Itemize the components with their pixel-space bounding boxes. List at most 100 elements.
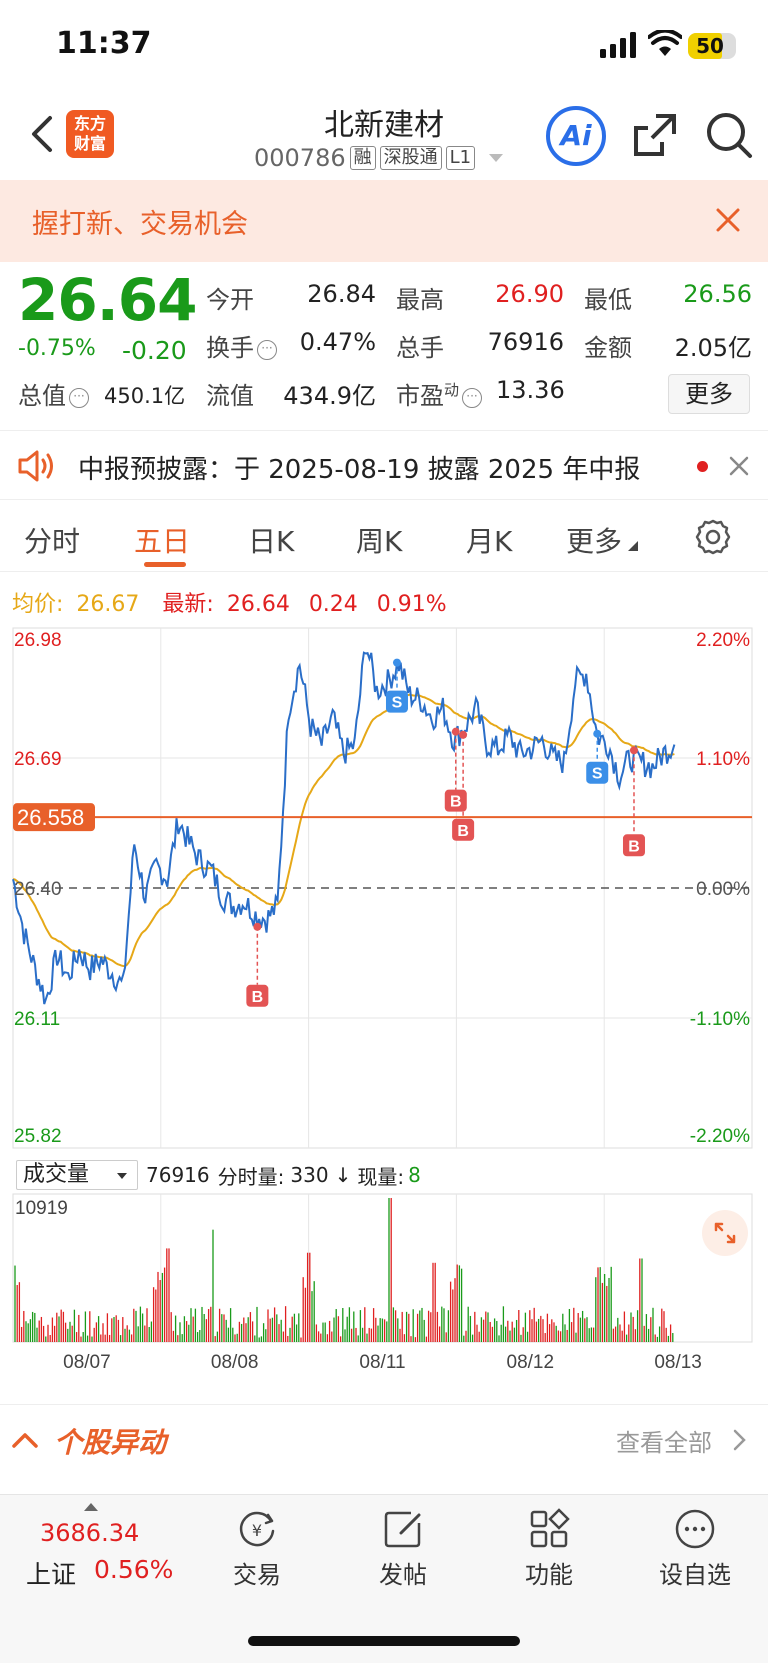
volume-value: 76916 [487,328,564,356]
trade-marker-badge [452,818,475,841]
back-button[interactable] [22,112,62,156]
last-price: 26.64 [18,266,197,334]
more-button[interactable]: 更多 [668,374,750,414]
wifi-icon [648,30,682,56]
share-icon[interactable] [632,112,678,158]
current-volume-value: 8 [408,1163,421,1187]
search-icon[interactable] [704,110,754,160]
trade-marker-badge [444,789,467,812]
tab-monthly-k[interactable]: 月K [466,525,513,558]
trade-marker-label: B [450,794,462,811]
avg-price-line [12,693,675,968]
function-icon [530,1508,570,1548]
volume-header: 成交量 76916 分时量: 330 ↓ 现量: 8 [16,1160,421,1190]
volume-detail-value: 330 [290,1163,329,1187]
trade-button[interactable]: ¥ 交易 [202,1507,312,1590]
open-value: 26.84 [307,280,376,308]
latest-pct: 0.91% [376,592,447,617]
status-time: 11:37 [56,26,152,61]
home-indicator [248,1636,520,1646]
x-date-label: 08/12 [507,1352,555,1373]
view-all-link[interactable]: 查看全部 [616,1429,712,1457]
latest-change: 0.24 [308,592,358,617]
gear-icon[interactable] [694,518,732,556]
market-cap-value: 450.1亿 [104,384,186,408]
post-button[interactable]: 发帖 [348,1507,458,1590]
caret-icon [628,541,639,551]
chevron-up-icon[interactable] [12,1431,38,1449]
trade-marker-label: B [628,838,640,855]
trade-marker-dot [459,730,468,739]
tab-intraday[interactable]: 分时 [24,525,81,558]
trade-marker-badge [586,761,609,784]
volume-label: 总手 [396,334,444,362]
close-icon[interactable] [712,204,744,236]
trade-marker-label: B [457,823,469,840]
price-line [12,651,676,1005]
trade-marker-dot [593,729,602,738]
chart-info-row: 均价: 26.67 最新: 26.64 0.24 0.91% [12,586,447,618]
tab-five-day[interactable]: 五日 [134,525,191,558]
stock-name: 北新建材 [324,108,444,143]
post-icon [384,1511,421,1548]
notice-bar[interactable]: 中报预披露：于 2025-08-19 披露 2025 年中报 [0,430,768,500]
trade-marker-label: S [592,766,603,783]
y-right-tick: -1.10% [690,1009,750,1030]
expand-icon[interactable] [702,1210,748,1256]
index-pct[interactable]: 0.56% [94,1555,174,1584]
info-icon: ··· [69,388,89,408]
y-left-tick: 26.98 [14,630,62,651]
low-value: 26.56 [683,280,752,308]
speaker-icon [18,450,53,482]
index-value[interactable]: 3686.34 [40,1519,140,1547]
promo-banner[interactable]: 握打新、交易机会 [0,180,768,262]
stock-movement-section[interactable]: 个股异动 查看全部 [0,1404,768,1474]
tab-daily-k[interactable]: 日K [248,525,295,558]
active-tab-indicator [144,562,186,567]
movement-title: 个股异动 [54,1426,167,1459]
add-watchlist-button[interactable]: 设自选 [640,1507,750,1590]
function-button[interactable]: 功能 [494,1507,604,1590]
index-name[interactable]: 上证 [26,1560,77,1589]
tab-weekly-k[interactable]: 周K [356,525,403,558]
volume-arrow: ↓ [334,1163,352,1187]
level-tag: L1 [445,146,476,170]
app-logo: 东方 财富 [66,110,114,158]
info-icon: ··· [257,340,277,360]
banner-text: 握打新、交易机会 [32,209,248,240]
float-cap-value: 434.9亿 [283,382,376,410]
current-volume-label: 现量: [357,1164,405,1189]
y-left-tick: 26.40 [14,879,62,900]
status-bar: 11:37 50 [0,0,768,92]
close-icon[interactable] [726,453,752,479]
cellular-signal-icon [600,32,636,58]
volume-total: 76916 [146,1163,210,1187]
market-cap-label[interactable]: 总值 ··· [18,376,89,411]
pe-label[interactable]: 市盈动 ··· [396,376,483,411]
avg-value: 26.67 [76,592,140,617]
index-up-arrow [84,1503,98,1511]
turnover-rate-label[interactable]: 换手 ··· [206,328,277,363]
stock-code-row[interactable]: 000786 融 深股通 L1 [254,144,504,172]
trade-marker-dot [629,746,638,755]
trade-marker-badge [246,984,269,1007]
bottom-bar: 3686.34 上证 0.56% ¥ 交易 发帖 功能 [0,1494,768,1663]
volume-chart[interactable]: 10919 08/07 08/08 08/11 08/12 08/13 [0,1192,768,1376]
x-date-label: 08/11 [359,1352,405,1373]
y-left-tick: 25.82 [14,1126,62,1147]
ai-button[interactable]: Ai [546,106,606,166]
indicator-select[interactable]: 成交量 [16,1160,138,1190]
five-day-price-chart[interactable]: 26.558 26.98 26.69 26.40 26.11 25.82 2.20% 1.10… [0,620,768,1154]
y-left-tick: 26.11 [14,1009,60,1030]
connect-tag: 深股通 [379,146,442,170]
low-label: 最低 [584,286,632,314]
tab-more[interactable]: 更多 [566,520,639,560]
x-date-label: 08/08 [211,1352,259,1373]
reference-label: 26.558 [17,805,84,830]
info-icon: ··· [462,388,483,408]
chevron-right-icon[interactable] [732,1429,746,1451]
amount-value: 2.05亿 [674,334,752,362]
svg-text:¥: ¥ [252,1521,262,1540]
y-right-tick: -2.20% [690,1126,750,1147]
open-label: 今开 [206,286,254,314]
